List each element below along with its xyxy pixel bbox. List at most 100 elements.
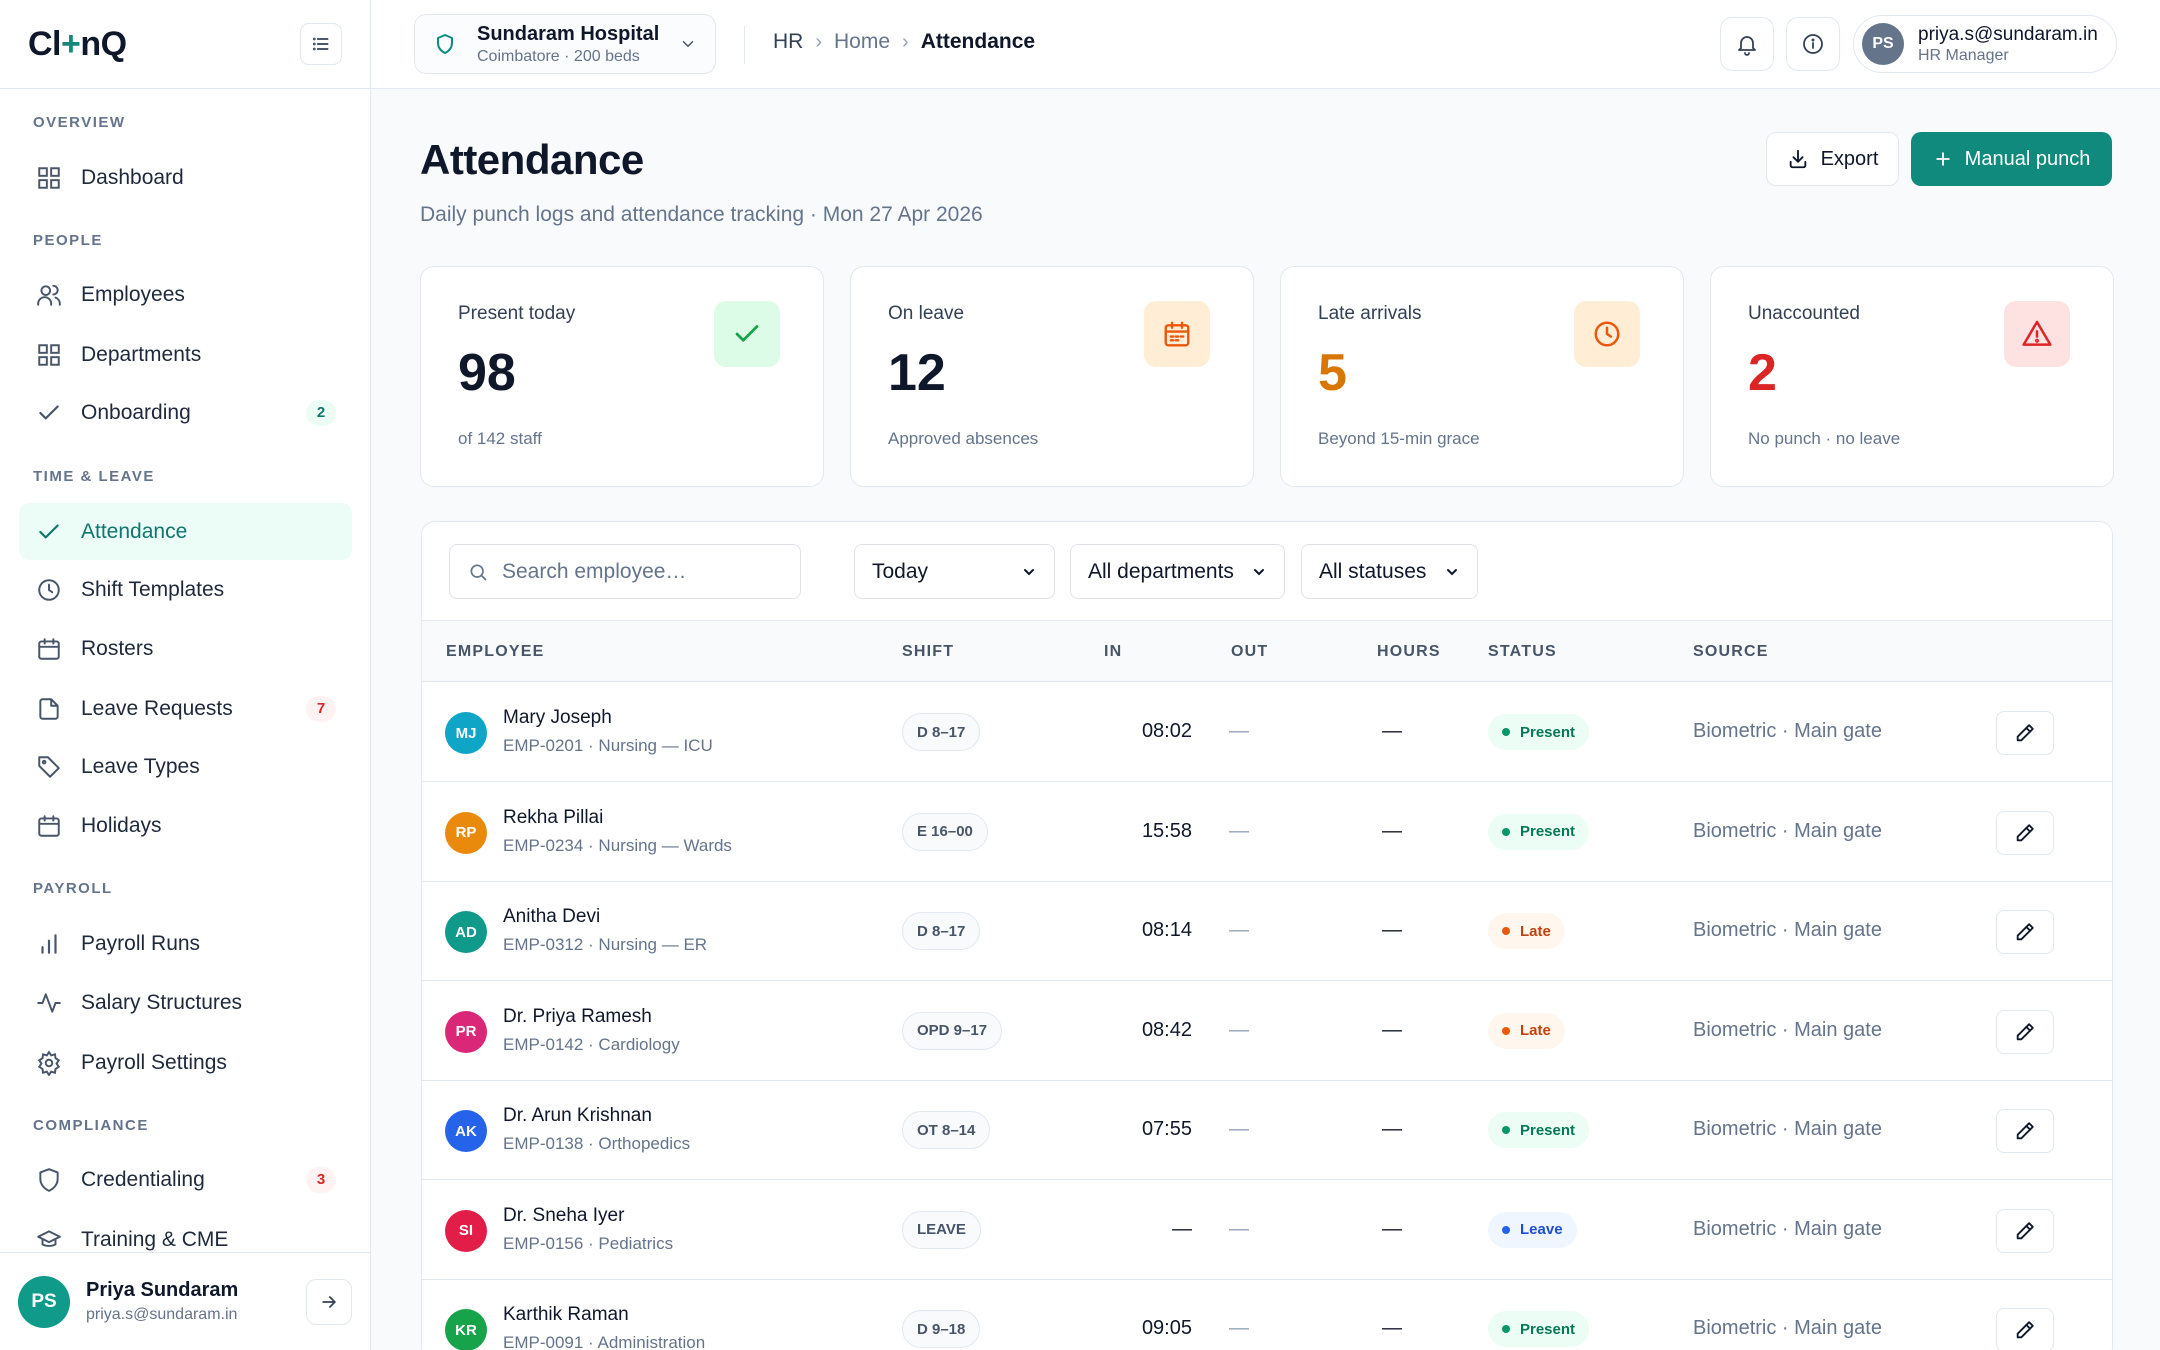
employee-name[interactable]: Karthik Raman: [503, 1304, 629, 1325]
column-header-out[interactable]: OUT: [1231, 643, 1269, 660]
edit-button[interactable]: [1996, 711, 2054, 755]
punch-in-time: 09:05: [1141, 1317, 1192, 1339]
sidebar-item-dashboard[interactable]: Dashboard: [19, 149, 352, 206]
sidebar-collapse-button[interactable]: [300, 23, 342, 65]
column-header-source[interactable]: SOURCE: [1693, 643, 1769, 660]
punch-in-time: 15:58: [1141, 819, 1192, 842]
sidebar-item-payroll-settings[interactable]: Payroll Settings: [19, 1034, 352, 1091]
stat-note: No punch · no leave: [1748, 429, 1901, 448]
sidebar-item-onboarding[interactable]: Onboarding 2: [19, 384, 352, 441]
edit-button[interactable]: [1996, 810, 2054, 855]
download-icon: [1789, 149, 1806, 169]
employee-name[interactable]: Dr. Sneha Iyer: [503, 1204, 625, 1226]
users-icon: [35, 281, 63, 309]
user-email: priya.s@sundaram.in: [86, 1306, 238, 1323]
table-row[interactable]: AK Dr. Arun Krishnan EMP-0138 · Orthopedic…: [422, 1081, 2112, 1180]
pencil-icon: [2016, 1321, 2034, 1339]
manual-punch-button[interactable]: Manual punch: [1911, 132, 2112, 186]
department-filter-select[interactable]: All departments: [1070, 544, 1285, 599]
hours-worked: —: [1382, 1118, 1402, 1140]
sidebar-item-shift-templates[interactable]: Shift Templates: [19, 561, 352, 618]
sidebar-item-label: Onboarding: [81, 400, 191, 424]
user-role: HR Manager: [1918, 46, 2009, 64]
hospital-switcher[interactable]: Sundaram Hospital Coimbatore · 200 beds: [414, 14, 716, 74]
edit-button[interactable]: [1996, 1308, 2054, 1350]
hospital-sub: Coimbatore · 200 beds: [477, 47, 640, 65]
column-header-employee[interactable]: EMPLOYEE: [446, 643, 545, 660]
table-row[interactable]: SI Dr. Sneha Iyer EMP-0156 · Pediatrics LEA…: [422, 1181, 2112, 1280]
employee-name[interactable]: Anitha Devi: [503, 906, 601, 927]
avatar: RP: [445, 811, 487, 854]
sidebar-item-label: Leave Types: [81, 754, 200, 778]
employee-meta: EMP-0156 · Pediatrics: [503, 1233, 674, 1253]
sidebar-item-credentialing[interactable]: Credentialing 3: [19, 1151, 352, 1208]
export-label: Export: [1820, 147, 1879, 170]
hours-worked: —: [1382, 1317, 1402, 1339]
edit-button[interactable]: [1996, 1208, 2054, 1253]
edit-button[interactable]: [1996, 1009, 2054, 1054]
table-row[interactable]: KR Karthik Raman EMP-0091 · Administration…: [422, 1280, 2112, 1350]
sign-out-button[interactable]: [306, 1278, 352, 1325]
table-row[interactable]: AD Anitha Devi EMP-0312 · Nursing — ER D 8–…: [422, 882, 2112, 981]
pencil-icon: [2016, 823, 2034, 841]
stat-card-on-leave: On leave 12 Approved absences: [850, 266, 1254, 487]
pencil-icon: [2016, 1022, 2034, 1040]
search-input[interactable]: Search employee…: [449, 544, 801, 599]
punch-out-time: —: [1229, 1317, 1249, 1339]
sidebar-item-departments[interactable]: Departments: [19, 326, 352, 383]
hours-worked: —: [1382, 1018, 1402, 1041]
sidebar-item-rosters[interactable]: Rosters: [19, 620, 352, 677]
gear-icon: [35, 1049, 63, 1077]
export-button[interactable]: Export: [1766, 132, 1899, 186]
column-header-status[interactable]: STATUS: [1488, 643, 1557, 660]
punch-out-time: —: [1229, 1018, 1249, 1041]
stat-value: 5: [1318, 344, 1347, 402]
employee-name[interactable]: Rekha Pillai: [503, 806, 604, 828]
punch-source: Biometric · Main gate: [1693, 1118, 1882, 1140]
sidebar-item-holidays[interactable]: Holidays: [19, 797, 352, 854]
employee-name[interactable]: Mary Joseph: [503, 707, 612, 728]
edit-button[interactable]: [1996, 910, 2054, 954]
employee-name[interactable]: Dr. Priya Ramesh: [503, 1005, 652, 1027]
plus-icon: [1935, 152, 1950, 166]
column-header-in[interactable]: IN: [1104, 643, 1123, 660]
edit-button[interactable]: [1996, 1109, 2054, 1153]
table-row[interactable]: MJ Mary Joseph EMP-0201 · Nursing — ICU D 8…: [422, 683, 2112, 782]
punch-in-time: 08:42: [1141, 1018, 1192, 1041]
clock-icon: [35, 576, 63, 604]
sidebar-item-attendance[interactable]: Attendance: [19, 503, 352, 560]
sidebar-item-label: Payroll Runs: [81, 931, 201, 955]
table-row[interactable]: PR Dr. Priya Ramesh EMP-0142 · Cardiology O…: [422, 982, 2112, 1081]
stat-label: Unaccounted: [1748, 303, 1860, 324]
sidebar-item-employees[interactable]: Employees: [19, 266, 352, 323]
brand-row: Cl+nQ: [0, 0, 370, 89]
sidebar-item-label: Shift Templates: [81, 577, 225, 601]
notifications-button[interactable]: [1720, 17, 1774, 71]
table-row[interactable]: RP Rekha Pillai EMP-0234 · Nursing — Wards…: [422, 783, 2112, 882]
sidebar-item-salary-structures[interactable]: Salary Structures: [19, 974, 352, 1031]
status-filter-select[interactable]: All statuses: [1301, 544, 1478, 599]
sidebar-item-training-cme[interactable]: Training & CME: [19, 1211, 352, 1268]
column-header-hours[interactable]: HOURS: [1377, 643, 1441, 660]
date-filter-select[interactable]: Today: [854, 544, 1055, 599]
employee-name[interactable]: Dr. Arun Krishnan: [503, 1105, 652, 1126]
file-icon: [35, 695, 63, 723]
sidebar-item-leave-types[interactable]: Leave Types: [19, 738, 352, 795]
info-button[interactable]: [1786, 17, 1840, 71]
sidebar-item-payroll-runs[interactable]: Payroll Runs: [19, 915, 352, 972]
punch-out-time: —: [1229, 720, 1249, 742]
punch-in-time: —: [1172, 1217, 1192, 1240]
sidebar-item-leave-requests[interactable]: Leave Requests 7: [19, 680, 352, 737]
column-header-shift[interactable]: SHIFT: [902, 643, 955, 660]
avatar: KR: [445, 1309, 487, 1350]
app-logo[interactable]: Cl+nQ: [28, 24, 127, 63]
user-menu[interactable]: PS priya.s@sundaram.in HR Manager: [1853, 15, 2117, 73]
hours-worked: —: [1382, 720, 1402, 742]
avatar: PS: [1862, 23, 1904, 65]
breadcrumb-hr[interactable]: HR: [773, 30, 804, 53]
sidebar-item-label: Training & CME: [81, 1227, 229, 1251]
breadcrumb-home[interactable]: Home: [834, 30, 891, 53]
status-label: Leave: [1520, 1221, 1563, 1238]
date-filter-value: Today: [872, 559, 929, 583]
employee-meta: EMP-0142 · Cardiology: [503, 1034, 680, 1054]
